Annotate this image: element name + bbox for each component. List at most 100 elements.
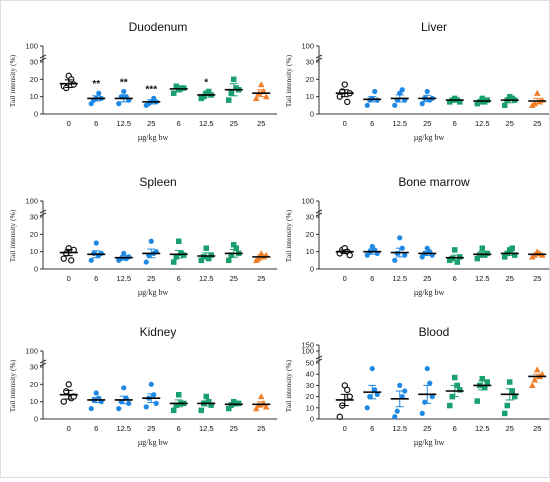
data-point [226,405,232,412]
group-1: 6 [363,88,382,128]
y-axis-label: Tail intensity (%) [8,54,17,107]
data-point [419,410,425,416]
y-tick-label: 50 [306,359,314,368]
data-point [171,259,177,265]
y-tick-label: 30 [30,363,38,372]
data-point [429,394,435,400]
data-point [143,259,149,265]
y-tick-label: 100 [25,42,38,51]
data-point [148,238,154,244]
axis-break [39,54,47,59]
x-tick-label: 25 [506,274,514,283]
group-0: 0 [59,244,78,283]
data-point [474,255,480,262]
data-point [88,257,94,263]
data-point [257,81,265,88]
y-axis-label: Tail intensity (%) [8,359,17,412]
group-3: 25 [418,88,437,128]
y-tick-label: 100 [301,42,314,51]
x-tick-label: 0 [67,119,71,128]
y-tick-label: 10 [306,247,314,256]
x-axis-label: µg/kg bw [138,133,169,142]
y-tick-label: 20 [30,75,38,84]
y-tick-label: 20 [30,380,38,389]
data-point [228,90,234,96]
data-point [512,252,518,258]
data-point [336,413,343,420]
panel-title: Blood [419,325,450,339]
panel-title: Duodenum [129,20,188,34]
data-point [512,393,518,400]
x-tick-label: 0 [343,119,347,128]
panel-title: Spleen [139,175,176,189]
y-tick-label: 30 [306,58,314,67]
axis-break [315,358,323,363]
data-point [91,250,97,256]
y-tick-label: 100 [301,347,314,356]
x-tick-label: 0 [343,274,347,283]
y-tick-label: 30 [306,381,314,390]
data-point [392,414,398,420]
group-1: 6 [87,240,106,283]
y-tick-label: 20 [306,75,314,84]
y-tick-label: 10 [30,397,38,406]
x-tick-label: 6 [370,119,374,128]
x-tick-label: 12.5 [116,119,131,128]
data-point [372,387,378,393]
data-point [262,403,270,410]
y-tick-label: 150 [301,341,314,350]
data-point [116,406,122,412]
panel-spleen: Spleen 0 10 20 30 100 Tail intensity (%) 0 6 12.5… [8,175,277,297]
x-tick-label: 25 [257,424,265,433]
data-point [479,375,485,382]
data-point [484,379,490,385]
x-tick-label: 25 [147,119,155,128]
data-point [252,95,260,102]
data-point [528,382,536,389]
y-tick-label: 0 [34,415,38,424]
y-axis-label: Tail intensity (%) [284,54,293,107]
significance-mark: *** [145,84,157,95]
x-tick-label: 12.5 [392,274,407,283]
data-point [262,93,270,100]
data-point [93,240,99,246]
data-point [533,366,541,373]
data-point [424,88,430,95]
data-point [231,241,237,248]
group-0: 0 [335,382,354,433]
group-1: 6 [363,366,382,433]
x-tick-label: 6 [94,119,98,128]
data-point [208,252,214,258]
group-4: 6 [169,391,188,433]
y-tick-label: 20 [306,392,314,401]
group-5: 12.5 [473,245,492,283]
group-6: 25 [224,241,243,283]
data-point [148,381,154,387]
x-tick-label: 25 [506,119,514,128]
data-point [181,252,187,258]
data-point [252,405,260,412]
x-tick-label: 6 [453,274,457,283]
data-point [203,245,209,251]
x-tick-label: 0 [67,424,71,433]
group-6: 25 [500,93,519,128]
data-point [181,85,187,91]
group-7: 25 [528,248,547,283]
y-tick-label: 0 [310,415,314,424]
data-point [255,255,263,262]
data-point [477,99,483,105]
group-5: 12.5 [473,95,492,128]
axis-break [315,57,323,62]
x-tick-label: 25 [533,119,541,128]
data-point [96,90,102,96]
data-point [422,399,428,405]
group-3: 25 [418,366,437,433]
data-point [208,402,214,408]
y-tick-label: 40 [306,370,314,379]
x-tick-label: 0 [67,274,71,283]
data-point [484,97,490,103]
x-axis-label: µg/kg bw [414,133,445,142]
x-axis-label: µg/kg bw [138,438,169,447]
data-point [344,386,351,394]
x-tick-label: 25 [423,274,431,283]
